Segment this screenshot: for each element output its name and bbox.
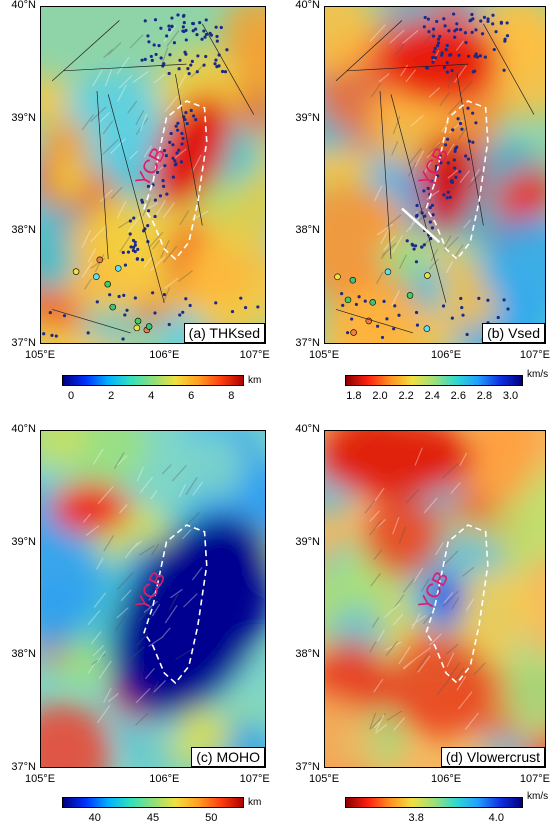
colorbar-unit-b: km/s xyxy=(527,369,549,380)
colorbar-tick-label: 4.0 xyxy=(488,812,504,824)
map-frame-b: YCB (b) Vsed xyxy=(324,6,546,344)
color-field-a xyxy=(41,7,265,343)
colorbar-a xyxy=(62,375,244,386)
fault-lines xyxy=(51,20,255,334)
lon-tick-label: 105°E xyxy=(308,773,340,785)
lon-tick-label: 107°E xyxy=(519,349,550,361)
colorbar-tick-label: 2.0 xyxy=(372,390,388,402)
map-frame-c: YCB (c) MOHO xyxy=(40,430,266,768)
colorbar-tick-label: 2.4 xyxy=(424,390,440,402)
lon-tick-label: 106°E xyxy=(431,349,462,361)
colorbar-tick-label: 3.0 xyxy=(502,390,519,402)
colorbar-tick-label: 2.2 xyxy=(398,390,414,402)
colorbar-tick-label: 2.6 xyxy=(450,390,466,402)
seismic-station-markers xyxy=(334,12,534,341)
lat-tick-label: 37°N xyxy=(295,761,320,773)
colorbar-b xyxy=(345,375,523,386)
lat-tick-label: 37°N xyxy=(11,761,36,773)
lat-tick-label: 37°N xyxy=(11,337,36,349)
lat-tick-label: 38°N xyxy=(295,224,320,237)
lon-tick-label: 105°E xyxy=(24,349,56,361)
colorbar-tick-label: 6 xyxy=(188,390,195,402)
colorbar-tick-label: 0 xyxy=(68,390,75,402)
panel-title-c: (c) MOHO xyxy=(191,747,265,767)
lat-tick-label: 39°N xyxy=(11,535,36,548)
color-field-d xyxy=(325,431,545,767)
colorbar-c xyxy=(62,797,244,808)
lon-tick-label: 105°E xyxy=(24,773,56,785)
lat-tick-label: 39°N xyxy=(295,535,320,548)
profile-line xyxy=(401,207,441,244)
panel-title-a: (a) THKsed xyxy=(183,323,265,343)
map-frame-a: YCB (a) THKsed xyxy=(40,6,266,344)
lon-tick-label: 106°E xyxy=(431,773,462,785)
lat-tick-label: 37°N xyxy=(295,337,320,349)
colorbar-tick-label: 50 xyxy=(205,812,218,824)
panel-title-d: (d) Vlowercrust xyxy=(440,747,545,767)
lat-tick-label: 40°N xyxy=(11,423,36,435)
colorbar-tick-label: 3.8 xyxy=(408,812,424,824)
colorbar-tick-label: 2.8 xyxy=(476,390,493,402)
colorbar-unit-c: km xyxy=(248,797,262,808)
lat-tick-label: 40°N xyxy=(295,0,320,11)
color-field-c xyxy=(41,431,265,767)
seismic-station-markers xyxy=(42,13,260,341)
colorbar-tick-label: 4 xyxy=(148,390,155,402)
colorbar-d xyxy=(345,797,523,808)
lon-tick-label: 106°E xyxy=(149,349,180,361)
colorbar-tick-label: 45 xyxy=(146,812,160,824)
lat-tick-label: 39°N xyxy=(295,111,320,124)
lat-tick-label: 38°N xyxy=(11,224,36,237)
lon-tick-label: 105°E xyxy=(308,349,340,361)
lat-tick-label: 38°N xyxy=(11,648,36,661)
lon-tick-label: 107°E xyxy=(239,349,270,361)
lon-tick-label: 106°E xyxy=(149,773,180,785)
lon-tick-label: 107°E xyxy=(239,773,270,785)
colorbar-unit-d: km/s xyxy=(527,791,549,802)
colorbar-tick-label: 2 xyxy=(108,390,115,402)
lat-tick-label: 39°N xyxy=(11,111,36,124)
lat-tick-label: 40°N xyxy=(11,0,36,11)
lat-tick-label: 40°N xyxy=(295,423,320,435)
panel-title-b: (b) Vsed xyxy=(482,323,545,343)
colorbar-tick-label: 8 xyxy=(228,390,235,402)
color-field-b xyxy=(325,7,545,343)
colorbar-tick-label: 1.8 xyxy=(346,390,362,402)
colorbar-tick-label: 40 xyxy=(88,812,101,824)
lat-tick-label: 38°N xyxy=(295,648,320,661)
map-frame-d: YCB (d) Vlowercrust xyxy=(324,430,546,768)
colorbar-unit-a: km xyxy=(248,375,262,386)
lon-tick-label: 107°E xyxy=(519,773,550,785)
